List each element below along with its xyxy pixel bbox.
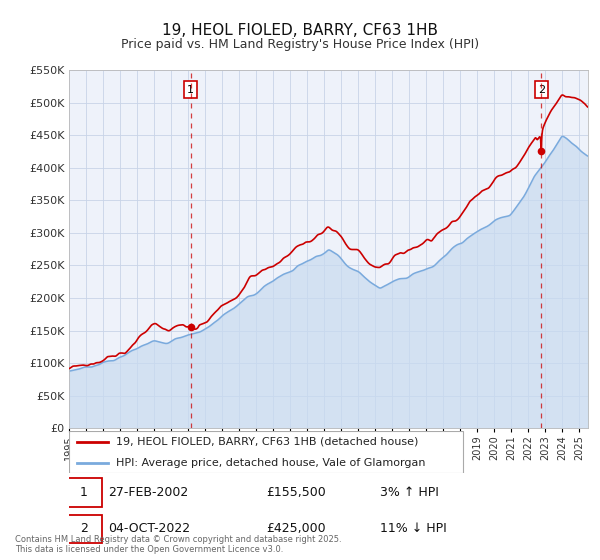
Text: 1: 1 [187,85,194,95]
Text: Price paid vs. HM Land Registry's House Price Index (HPI): Price paid vs. HM Land Registry's House … [121,38,479,52]
Text: Contains HM Land Registry data © Crown copyright and database right 2025.
This d: Contains HM Land Registry data © Crown c… [15,535,341,554]
FancyBboxPatch shape [67,515,101,543]
Text: 04-OCT-2022: 04-OCT-2022 [108,522,190,535]
FancyBboxPatch shape [69,431,463,473]
Text: 3% ↑ HPI: 3% ↑ HPI [380,486,439,499]
FancyBboxPatch shape [67,478,101,507]
Text: 19, HEOL FIOLED, BARRY, CF63 1HB (detached house): 19, HEOL FIOLED, BARRY, CF63 1HB (detach… [116,437,418,447]
Text: 2: 2 [538,85,545,95]
Text: 11% ↓ HPI: 11% ↓ HPI [380,522,447,535]
Text: 19, HEOL FIOLED, BARRY, CF63 1HB: 19, HEOL FIOLED, BARRY, CF63 1HB [162,24,438,38]
Text: 2: 2 [80,522,88,535]
Text: 1: 1 [80,486,88,499]
Text: HPI: Average price, detached house, Vale of Glamorgan: HPI: Average price, detached house, Vale… [116,458,425,468]
Text: £425,000: £425,000 [266,522,326,535]
Text: £155,500: £155,500 [266,486,326,499]
Text: 27-FEB-2002: 27-FEB-2002 [108,486,188,499]
